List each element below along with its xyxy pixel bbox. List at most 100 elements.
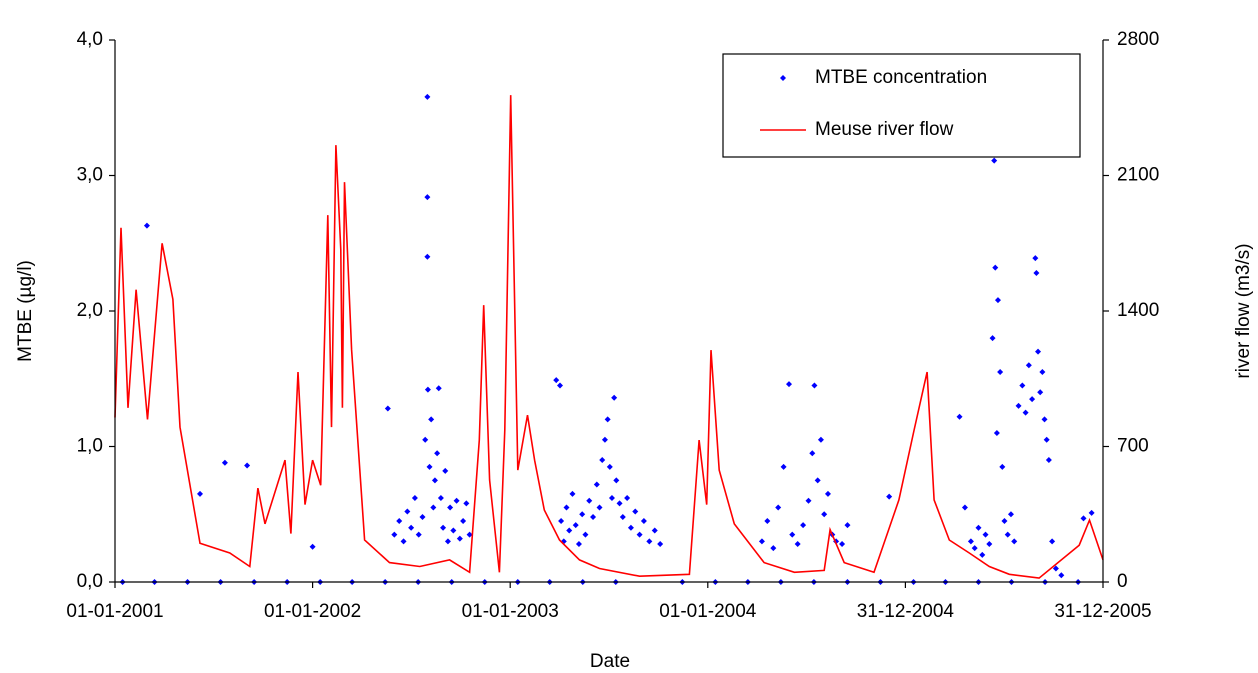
scatter-point bbox=[1011, 538, 1017, 544]
scatter-point bbox=[632, 509, 638, 515]
scatter-point bbox=[424, 194, 430, 200]
scatter-point bbox=[1032, 255, 1038, 261]
scatter-point bbox=[1046, 457, 1052, 463]
y-tick-label: 4,0 bbox=[77, 29, 103, 50]
scatter-point bbox=[1029, 396, 1035, 402]
y2-tick-label: 700 bbox=[1117, 436, 1149, 457]
scatter-point bbox=[1081, 515, 1087, 521]
scatter-point bbox=[434, 450, 440, 456]
scatter-point bbox=[1037, 389, 1043, 395]
scatter-point bbox=[558, 518, 564, 524]
scatter-point bbox=[770, 545, 776, 551]
scatter-point bbox=[1033, 270, 1039, 276]
scatter-point bbox=[582, 532, 588, 538]
scatter-point bbox=[1089, 510, 1095, 516]
scatter-point bbox=[440, 525, 446, 531]
scatter-point bbox=[617, 500, 623, 506]
scatter-point bbox=[775, 504, 781, 510]
scatter-point bbox=[789, 532, 795, 538]
x-tick-label: 31-12-2005 bbox=[1054, 601, 1151, 622]
scatter-point bbox=[1044, 437, 1050, 443]
scatter-point bbox=[594, 481, 600, 487]
x-tick-label: 31-12-2004 bbox=[857, 601, 955, 622]
scatter-point bbox=[445, 538, 451, 544]
scatter-point bbox=[463, 500, 469, 506]
scatter-point bbox=[436, 385, 442, 391]
scatter-point bbox=[886, 494, 892, 500]
scatter-point bbox=[419, 514, 425, 520]
scatter-point bbox=[564, 504, 570, 510]
scatter-point bbox=[427, 464, 433, 470]
x-tick-label: 01-01-2001 bbox=[66, 601, 163, 622]
scatter-point bbox=[821, 511, 827, 517]
scatter-point bbox=[979, 552, 985, 558]
scatter-point bbox=[609, 495, 615, 501]
scatter-point bbox=[994, 430, 1000, 436]
scatter-point bbox=[404, 509, 410, 515]
scatter-point bbox=[197, 491, 203, 497]
scatter-point bbox=[566, 528, 572, 534]
scatter-point bbox=[1026, 362, 1032, 368]
scatter-point bbox=[759, 538, 765, 544]
y2-tick-label: 2100 bbox=[1117, 165, 1159, 186]
scatter-point bbox=[983, 532, 989, 538]
scatter-point bbox=[432, 477, 438, 483]
scatter-point bbox=[795, 541, 801, 547]
y2-tick-label: 2800 bbox=[1117, 29, 1159, 50]
scatter-point bbox=[968, 538, 974, 544]
scatter-point bbox=[607, 464, 613, 470]
scatter-point bbox=[986, 541, 992, 547]
scatter-point bbox=[999, 464, 1005, 470]
scatter-point bbox=[424, 94, 430, 100]
y2-tick-label: 0 bbox=[1117, 571, 1128, 592]
scatter-point bbox=[809, 450, 815, 456]
scatter-point bbox=[1035, 349, 1041, 355]
scatter-point bbox=[573, 522, 579, 528]
y2-axis-label: river flow (m3/s) bbox=[1233, 243, 1254, 378]
y-tick-label: 1,0 bbox=[77, 436, 103, 457]
scatter-point bbox=[624, 495, 630, 501]
scatter-point bbox=[144, 223, 150, 229]
scatter-point bbox=[576, 541, 582, 547]
scatter-point bbox=[428, 416, 434, 422]
scatter-point bbox=[599, 457, 605, 463]
flow-line bbox=[115, 95, 1103, 578]
scatter-point bbox=[1019, 383, 1025, 389]
scatter-point bbox=[442, 468, 448, 474]
scatter-point bbox=[620, 514, 626, 520]
scatter-point bbox=[222, 460, 228, 466]
scatter-point bbox=[825, 491, 831, 497]
scatter-point bbox=[460, 518, 466, 524]
scatter-point bbox=[430, 504, 436, 510]
scatter-point bbox=[557, 383, 563, 389]
scatter-point bbox=[764, 518, 770, 524]
scatter-point bbox=[611, 395, 617, 401]
scatter-point bbox=[401, 538, 407, 544]
scatter-point bbox=[1042, 416, 1048, 422]
scatter-point bbox=[1023, 410, 1029, 416]
y-tick-label: 2,0 bbox=[77, 300, 103, 321]
scatter-point bbox=[637, 532, 643, 538]
y2-tick-label: 1400 bbox=[1117, 300, 1159, 321]
scatter-point bbox=[652, 528, 658, 534]
scatter-point bbox=[818, 437, 824, 443]
scatter-point bbox=[805, 498, 811, 504]
scatter-point bbox=[995, 297, 1001, 303]
scatter-point bbox=[1001, 518, 1007, 524]
scatter-point bbox=[396, 518, 402, 524]
scatter-point bbox=[416, 532, 422, 538]
scatter-point bbox=[992, 265, 998, 271]
scatter-point bbox=[962, 504, 968, 510]
scatter-point bbox=[447, 504, 453, 510]
scatter-point bbox=[1008, 511, 1014, 517]
scatter-point bbox=[1039, 369, 1045, 375]
scatter-point bbox=[800, 522, 806, 528]
scatter-point bbox=[457, 536, 463, 542]
scatter-point bbox=[586, 498, 592, 504]
scatter-point bbox=[579, 511, 585, 517]
scatter-point bbox=[781, 464, 787, 470]
scatter-point bbox=[844, 522, 850, 528]
scatter-point bbox=[385, 406, 391, 412]
scatter-point bbox=[991, 158, 997, 164]
scatter-point bbox=[408, 525, 414, 531]
